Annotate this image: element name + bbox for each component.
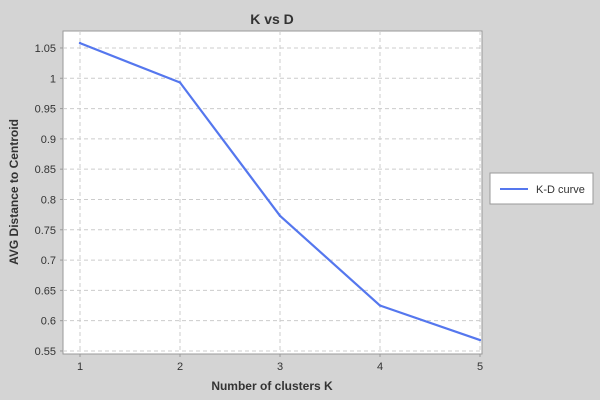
- y-tick-label: 0.9: [41, 134, 56, 146]
- legend-label-k-d-curve: K-D curve: [536, 184, 585, 196]
- y-tick-label: 1: [50, 73, 56, 85]
- y-axis-ticks: 0.55 0.6 0.65 0.7 0.75 0.8 0.85 0.9 0.95 1 1.05: [35, 43, 63, 358]
- x-tick-label: 2: [177, 361, 183, 373]
- data-point: [478, 338, 482, 342]
- data-point: [278, 214, 282, 218]
- y-tick-label: 0.65: [35, 285, 56, 297]
- chart-title: K vs D: [250, 11, 294, 27]
- x-tick-label: 5: [477, 361, 483, 373]
- series-layer: [78, 41, 482, 342]
- plot-area: [62, 30, 483, 355]
- data-point: [78, 41, 82, 45]
- y-tick-label: 0.8: [41, 194, 56, 206]
- x-axis-ticks: 1 2 3 4 5: [77, 354, 483, 373]
- y-tick-label: 0.95: [35, 104, 56, 116]
- y-tick-label: 0.6: [41, 316, 56, 328]
- grid-lines: [63, 31, 482, 354]
- y-axis-label: AVG Distance to Centroid: [7, 119, 21, 265]
- y-tick-label: 0.75: [35, 225, 56, 237]
- x-tick-label: 3: [277, 361, 283, 373]
- y-tick-label: 1.05: [35, 43, 56, 55]
- legend: K-D curve: [489, 172, 594, 205]
- y-tick-label: 0.85: [35, 164, 56, 176]
- x-tick-label: 4: [377, 361, 383, 373]
- x-tick-label: 1: [77, 361, 83, 373]
- y-tick-label: 0.7: [41, 255, 56, 267]
- data-point: [378, 304, 382, 307]
- x-axis-label: Number of clusters K: [211, 379, 333, 393]
- y-tick-label: 0.55: [35, 346, 56, 358]
- data-point: [178, 81, 182, 84]
